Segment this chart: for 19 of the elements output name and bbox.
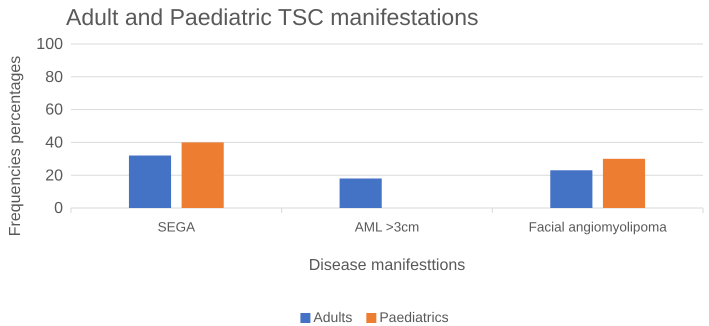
y-tick-label: 80 [45, 68, 64, 86]
y-tick-label: 40 [45, 134, 64, 152]
y-tick-label: 100 [36, 36, 64, 54]
bar [550, 170, 592, 208]
y-tick-label: 20 [45, 167, 64, 184]
bar [182, 142, 224, 208]
y-tick-label: 60 [45, 102, 64, 119]
x-tick-label: Facial angiomyolipoma [528, 220, 668, 235]
legend-label: Adults [313, 309, 352, 325]
chart-title: Adult and Paediatric TSC manifestations [66, 4, 479, 30]
x-axis-title: Disease manifesttions [308, 257, 466, 274]
bar [128, 156, 172, 208]
y-tick-label: 0 [54, 200, 64, 218]
bar [602, 158, 646, 208]
x-tick-label: AML >3cm [354, 220, 420, 235]
x-tick-label: SEGA [158, 220, 196, 235]
y-axis-title: Frequencies percentages [7, 56, 24, 236]
bar [340, 178, 382, 208]
legend-label: Paediatrics [379, 309, 449, 325]
